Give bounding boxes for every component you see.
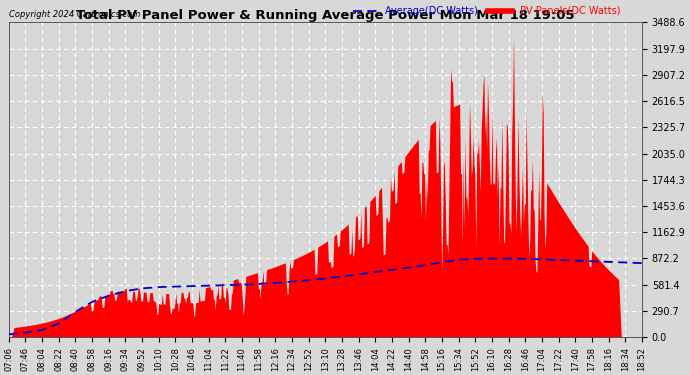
Title: Total PV Panel Power & Running Average Power Mon Mar 18 19:05: Total PV Panel Power & Running Average P… bbox=[76, 9, 575, 22]
Legend: Average(DC Watts), PV Panels(DC Watts): Average(DC Watts), PV Panels(DC Watts) bbox=[349, 2, 624, 20]
Text: Copyright 2024 Cartronics.com: Copyright 2024 Cartronics.com bbox=[9, 10, 140, 19]
